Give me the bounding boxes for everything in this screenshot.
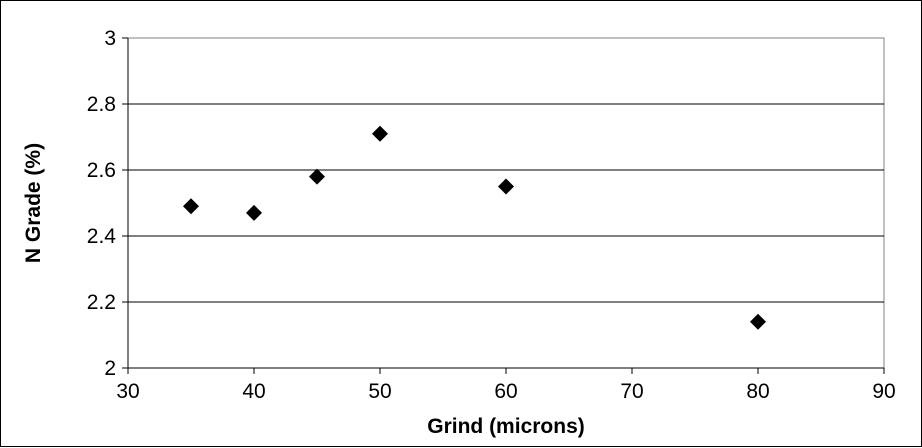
y-axis: 2 2.2 2.4 2.6 2.8 3 xyxy=(87,27,129,380)
x-tick-label: 60 xyxy=(494,380,517,403)
x-tick-label: 70 xyxy=(620,380,643,403)
y-axis-title: N Grade (%) xyxy=(22,143,45,263)
x-tick-label: 40 xyxy=(242,380,265,403)
data-point xyxy=(750,313,766,330)
x-tick-label: 50 xyxy=(368,380,391,403)
plot-area xyxy=(127,37,885,369)
data-point xyxy=(498,178,514,195)
data-point xyxy=(309,168,325,185)
y-tick-label: 2.8 xyxy=(87,93,116,116)
x-tick-label: 80 xyxy=(746,380,769,403)
data-point xyxy=(246,204,262,221)
y-tick-label: 2.4 xyxy=(87,225,117,248)
x-tick-label: 30 xyxy=(116,380,139,403)
x-axis: 30 40 50 60 70 80 90 xyxy=(116,367,896,403)
data-point xyxy=(183,198,199,215)
x-tick-label: 90 xyxy=(872,380,895,403)
y-tick-label: 2.6 xyxy=(87,159,116,182)
y-tick-label: 2.2 xyxy=(87,291,116,314)
data-point xyxy=(372,125,388,142)
data-points xyxy=(183,125,766,330)
grid-lines xyxy=(128,103,884,303)
x-axis-title: Grind (microns) xyxy=(427,415,585,438)
y-tick-label: 2 xyxy=(104,357,116,380)
y-tick-label: 3 xyxy=(104,27,116,50)
